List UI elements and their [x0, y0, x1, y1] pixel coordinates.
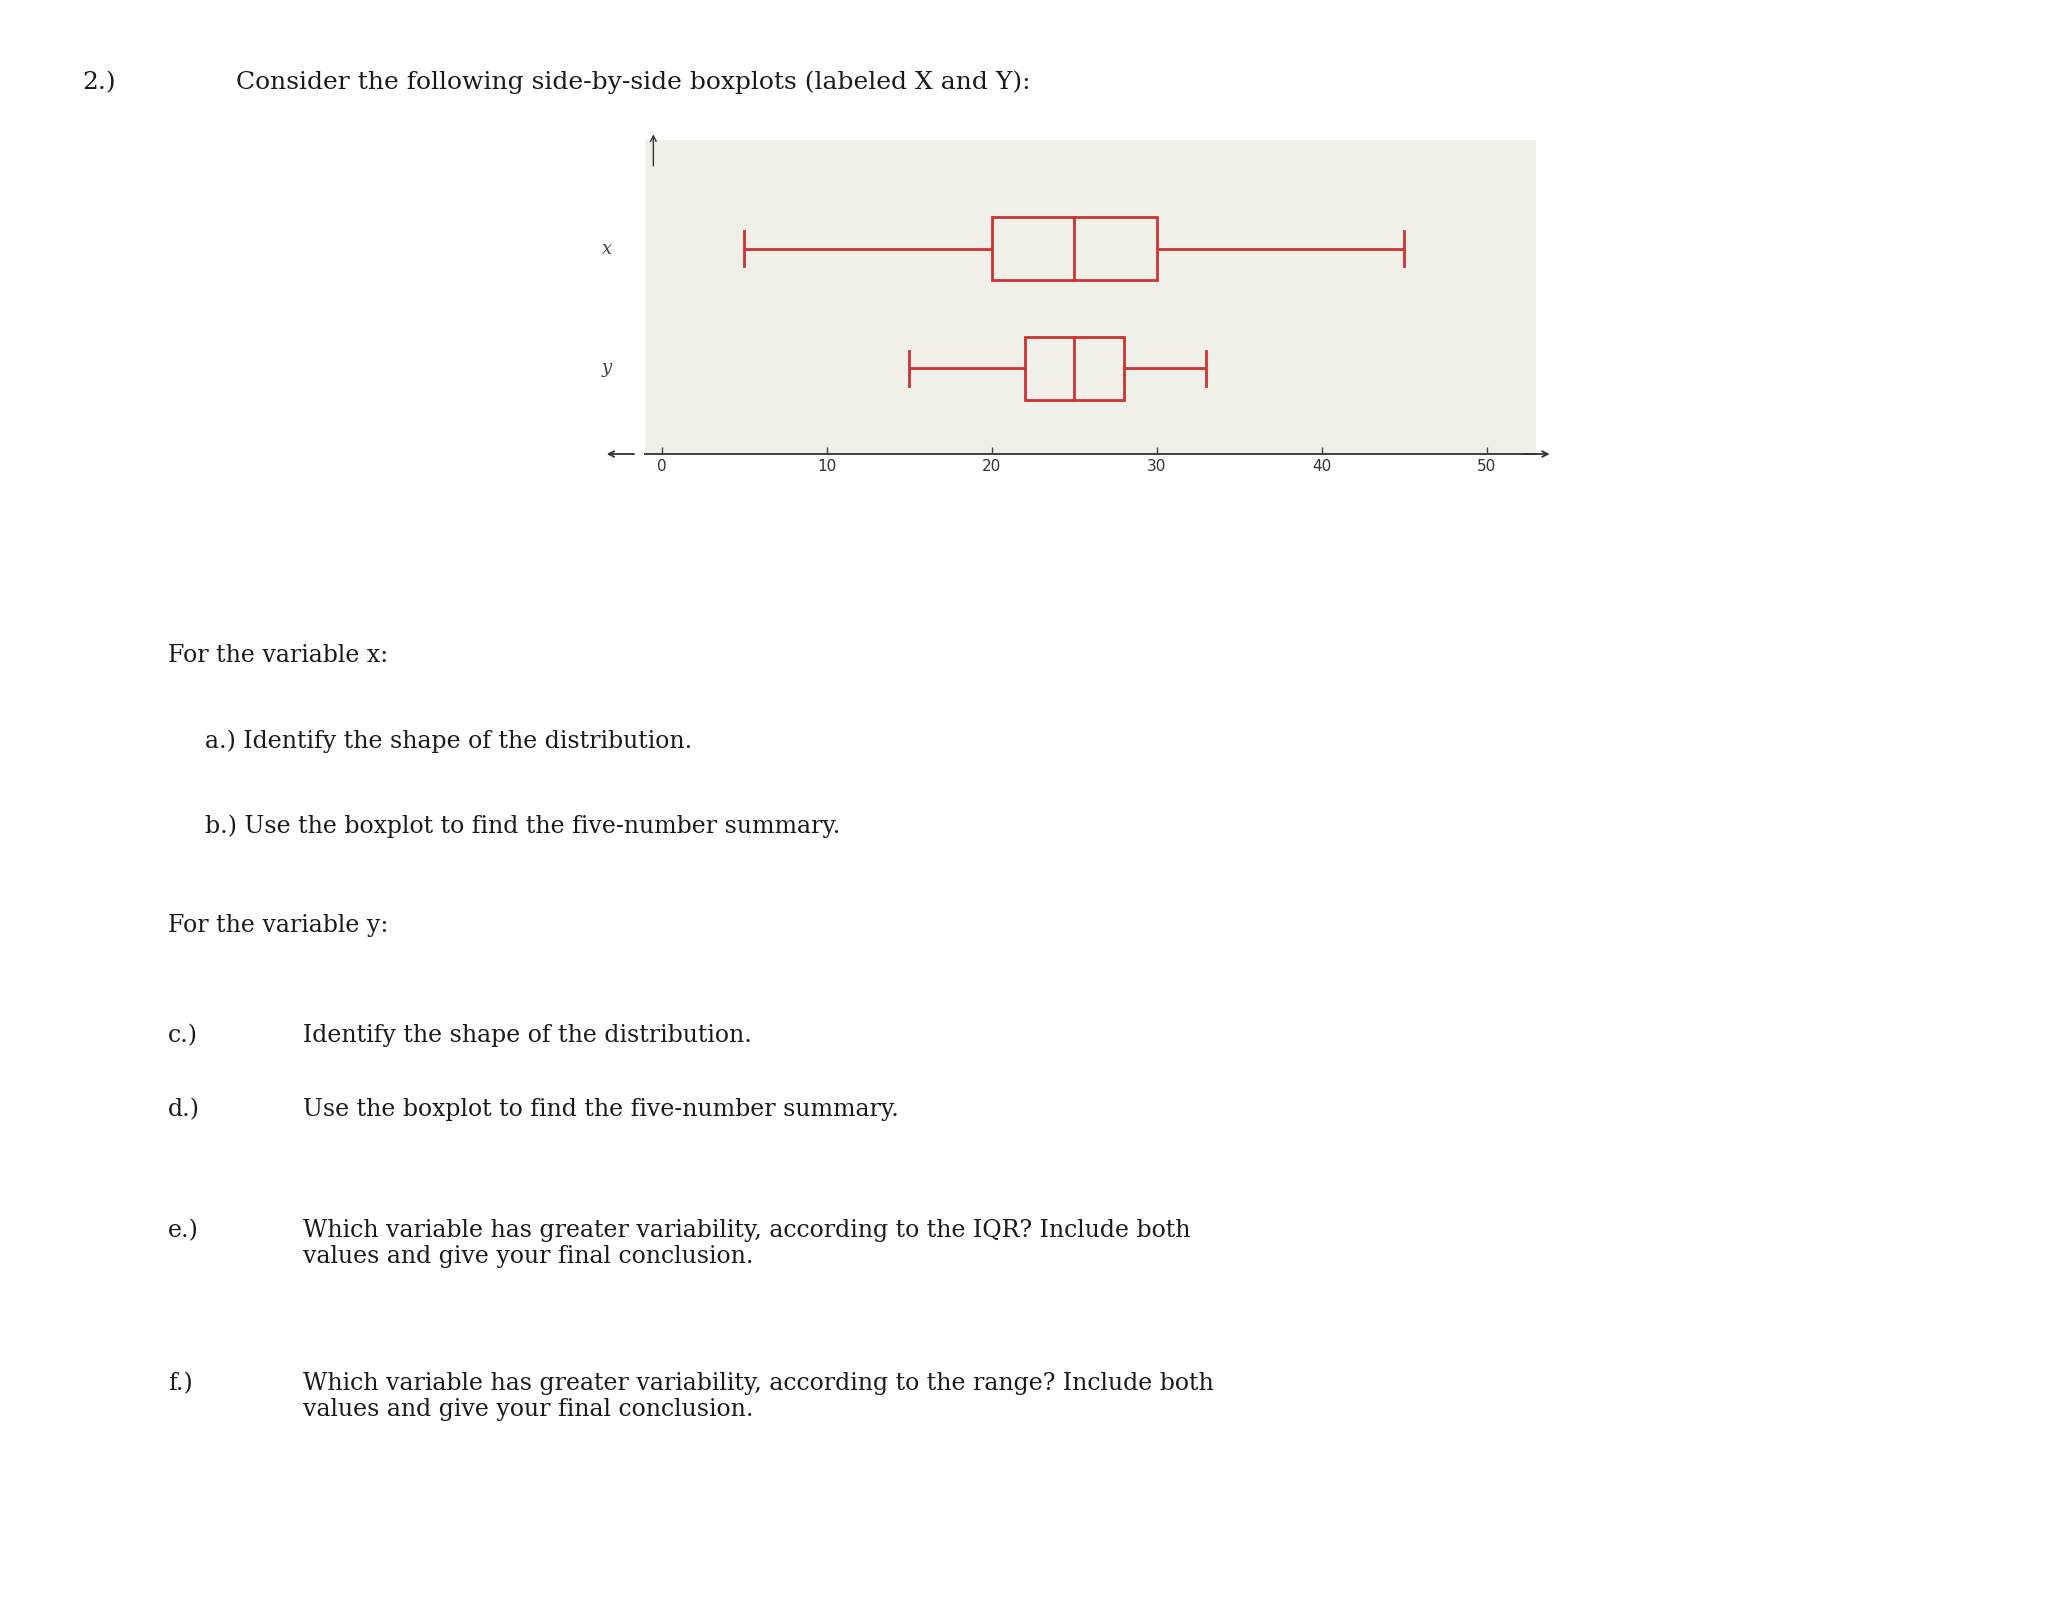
- Text: Consider the following side-by-side boxplots (labeled X and Y):: Consider the following side-by-side boxp…: [236, 71, 1030, 95]
- Text: a.) Identify the shape of the distribution.: a.) Identify the shape of the distributi…: [205, 729, 692, 753]
- Text: y: y: [602, 359, 612, 377]
- Text: f.): f.): [168, 1372, 193, 1394]
- Text: For the variable y:: For the variable y:: [168, 914, 389, 937]
- Text: Which variable has greater variability, according to the range? Include both
val: Which variable has greater variability, …: [303, 1372, 1214, 1422]
- Text: x: x: [602, 240, 612, 258]
- Text: e.): e.): [168, 1219, 199, 1241]
- Text: Use the boxplot to find the five-number summary.: Use the boxplot to find the five-number …: [303, 1098, 899, 1121]
- Text: 2.): 2.): [82, 71, 115, 93]
- Text: Which variable has greater variability, according to the IQR? Include both
value: Which variable has greater variability, …: [303, 1219, 1190, 1269]
- Text: d.): d.): [168, 1098, 201, 1121]
- Bar: [1024, 336, 1124, 399]
- Text: b.) Use the boxplot to find the five-number summary.: b.) Use the boxplot to find the five-num…: [205, 815, 840, 839]
- Bar: [991, 217, 1157, 280]
- Text: c.): c.): [168, 1024, 199, 1046]
- Text: Identify the shape of the distribution.: Identify the shape of the distribution.: [303, 1024, 752, 1046]
- Text: For the variable x:: For the variable x:: [168, 644, 387, 667]
